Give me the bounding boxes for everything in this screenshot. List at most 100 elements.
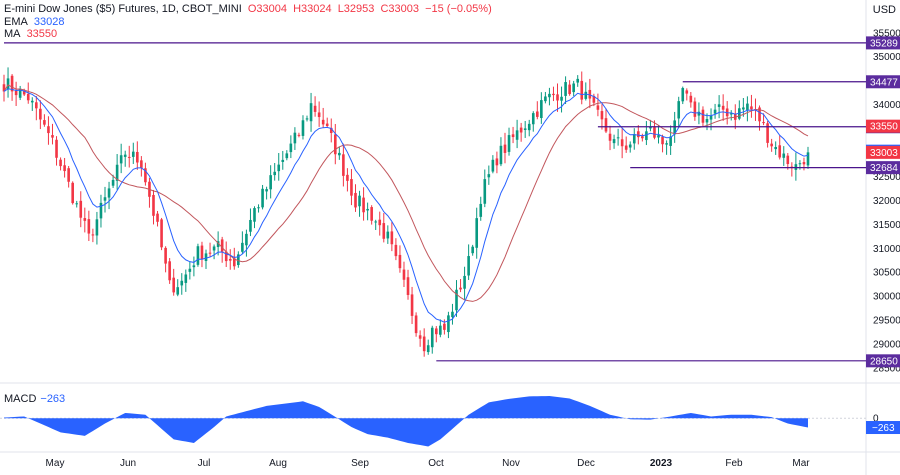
candle-body xyxy=(612,139,616,144)
candle-body xyxy=(649,127,652,129)
candle-body xyxy=(309,103,313,122)
ma-badge-label: 33550 xyxy=(870,122,898,133)
y-tick-label: 32000 xyxy=(873,196,900,207)
y-tick-label: 31500 xyxy=(873,220,900,231)
candle-body xyxy=(742,107,745,110)
candle-body xyxy=(273,171,276,176)
macd-histogram xyxy=(4,396,808,447)
candle-body xyxy=(10,75,14,92)
ma-legend[interactable]: MA 33550 xyxy=(4,28,60,40)
candle-body xyxy=(592,95,596,103)
candle-body xyxy=(653,127,656,138)
candle-body xyxy=(196,246,200,265)
candle-body xyxy=(305,118,309,120)
candle-body xyxy=(281,159,285,162)
macd-legend[interactable]: MACD −263 xyxy=(4,393,65,405)
candle-body xyxy=(26,93,30,101)
candle-body xyxy=(180,280,184,286)
candle-body xyxy=(354,192,357,208)
candle-body xyxy=(119,155,123,164)
candle-body xyxy=(762,122,765,124)
candle-body xyxy=(729,113,733,115)
candle-body xyxy=(67,168,70,182)
candle-body xyxy=(346,174,349,181)
x-tick-label: Feb xyxy=(725,458,743,469)
candle-body xyxy=(366,208,369,211)
candle-body xyxy=(511,134,515,138)
candle-body xyxy=(63,165,66,172)
candle-body xyxy=(786,155,790,164)
candle-body xyxy=(71,182,74,204)
candle-body xyxy=(746,103,749,111)
candle-body xyxy=(293,132,297,144)
candle-body xyxy=(224,251,228,262)
candle-body xyxy=(325,123,329,127)
x-tick-label: Jun xyxy=(120,458,136,469)
x-tick-label: Oct xyxy=(428,458,444,469)
candle-body xyxy=(705,119,709,123)
candle-body xyxy=(434,328,438,335)
candle-body xyxy=(693,101,697,117)
candle-body xyxy=(131,151,135,157)
candle-body xyxy=(806,152,810,166)
candle-body xyxy=(241,242,244,252)
candle-body xyxy=(523,128,527,130)
candle-body xyxy=(269,175,272,190)
ma-label: MA xyxy=(4,28,21,40)
candle-body xyxy=(770,143,773,147)
candle-body xyxy=(584,91,588,99)
x-tick-label: Dec xyxy=(577,458,595,469)
candle-body xyxy=(14,90,18,96)
candle-body xyxy=(402,269,406,280)
candle-body xyxy=(390,231,394,245)
candle-body xyxy=(277,164,281,172)
candle-body xyxy=(301,120,305,136)
candle-body xyxy=(616,137,620,139)
candle-body xyxy=(556,94,559,101)
candle-body xyxy=(111,179,115,186)
candle-body xyxy=(220,239,224,252)
candle-body xyxy=(689,95,693,103)
candle-body xyxy=(257,207,260,209)
candle-body xyxy=(410,294,414,316)
candle-body xyxy=(313,105,317,112)
ema-legend[interactable]: EMA 33028 xyxy=(4,16,68,28)
candle-body xyxy=(475,218,479,248)
candle-body xyxy=(370,207,373,221)
candle-body xyxy=(677,101,681,119)
currency-label: USD xyxy=(872,4,896,16)
candle-body xyxy=(681,88,685,102)
candle-body xyxy=(406,277,410,295)
candle-body xyxy=(398,254,402,269)
x-tick-label: May xyxy=(46,458,65,469)
macd-label: MACD xyxy=(4,393,37,405)
candle-body xyxy=(519,127,523,133)
candle-body xyxy=(261,188,264,208)
candle-body xyxy=(317,112,321,118)
candle-body xyxy=(536,111,539,117)
candle-body xyxy=(2,84,6,92)
ema-line xyxy=(3,88,809,323)
candle-body xyxy=(297,134,301,136)
candle-body xyxy=(30,100,34,103)
candle-body xyxy=(228,258,232,261)
candle-body xyxy=(232,258,236,267)
macd-value: −263 xyxy=(40,393,66,405)
candle-body xyxy=(75,203,79,205)
candle-body xyxy=(245,233,248,246)
candle-body xyxy=(79,200,83,218)
candle-body xyxy=(632,134,636,144)
candle-body xyxy=(216,241,220,248)
candle-body xyxy=(717,104,721,107)
candle-body xyxy=(362,197,365,213)
candle-body xyxy=(568,84,571,95)
y-tick-label: 28500 xyxy=(873,364,900,375)
candle-body xyxy=(798,163,802,165)
x-tick-label: 2023 xyxy=(650,458,673,469)
candle-body xyxy=(422,336,426,352)
level-badge-label: 28650 xyxy=(870,356,898,367)
candle-body xyxy=(394,244,398,257)
candle-body xyxy=(127,156,131,158)
candle-body xyxy=(604,118,608,132)
